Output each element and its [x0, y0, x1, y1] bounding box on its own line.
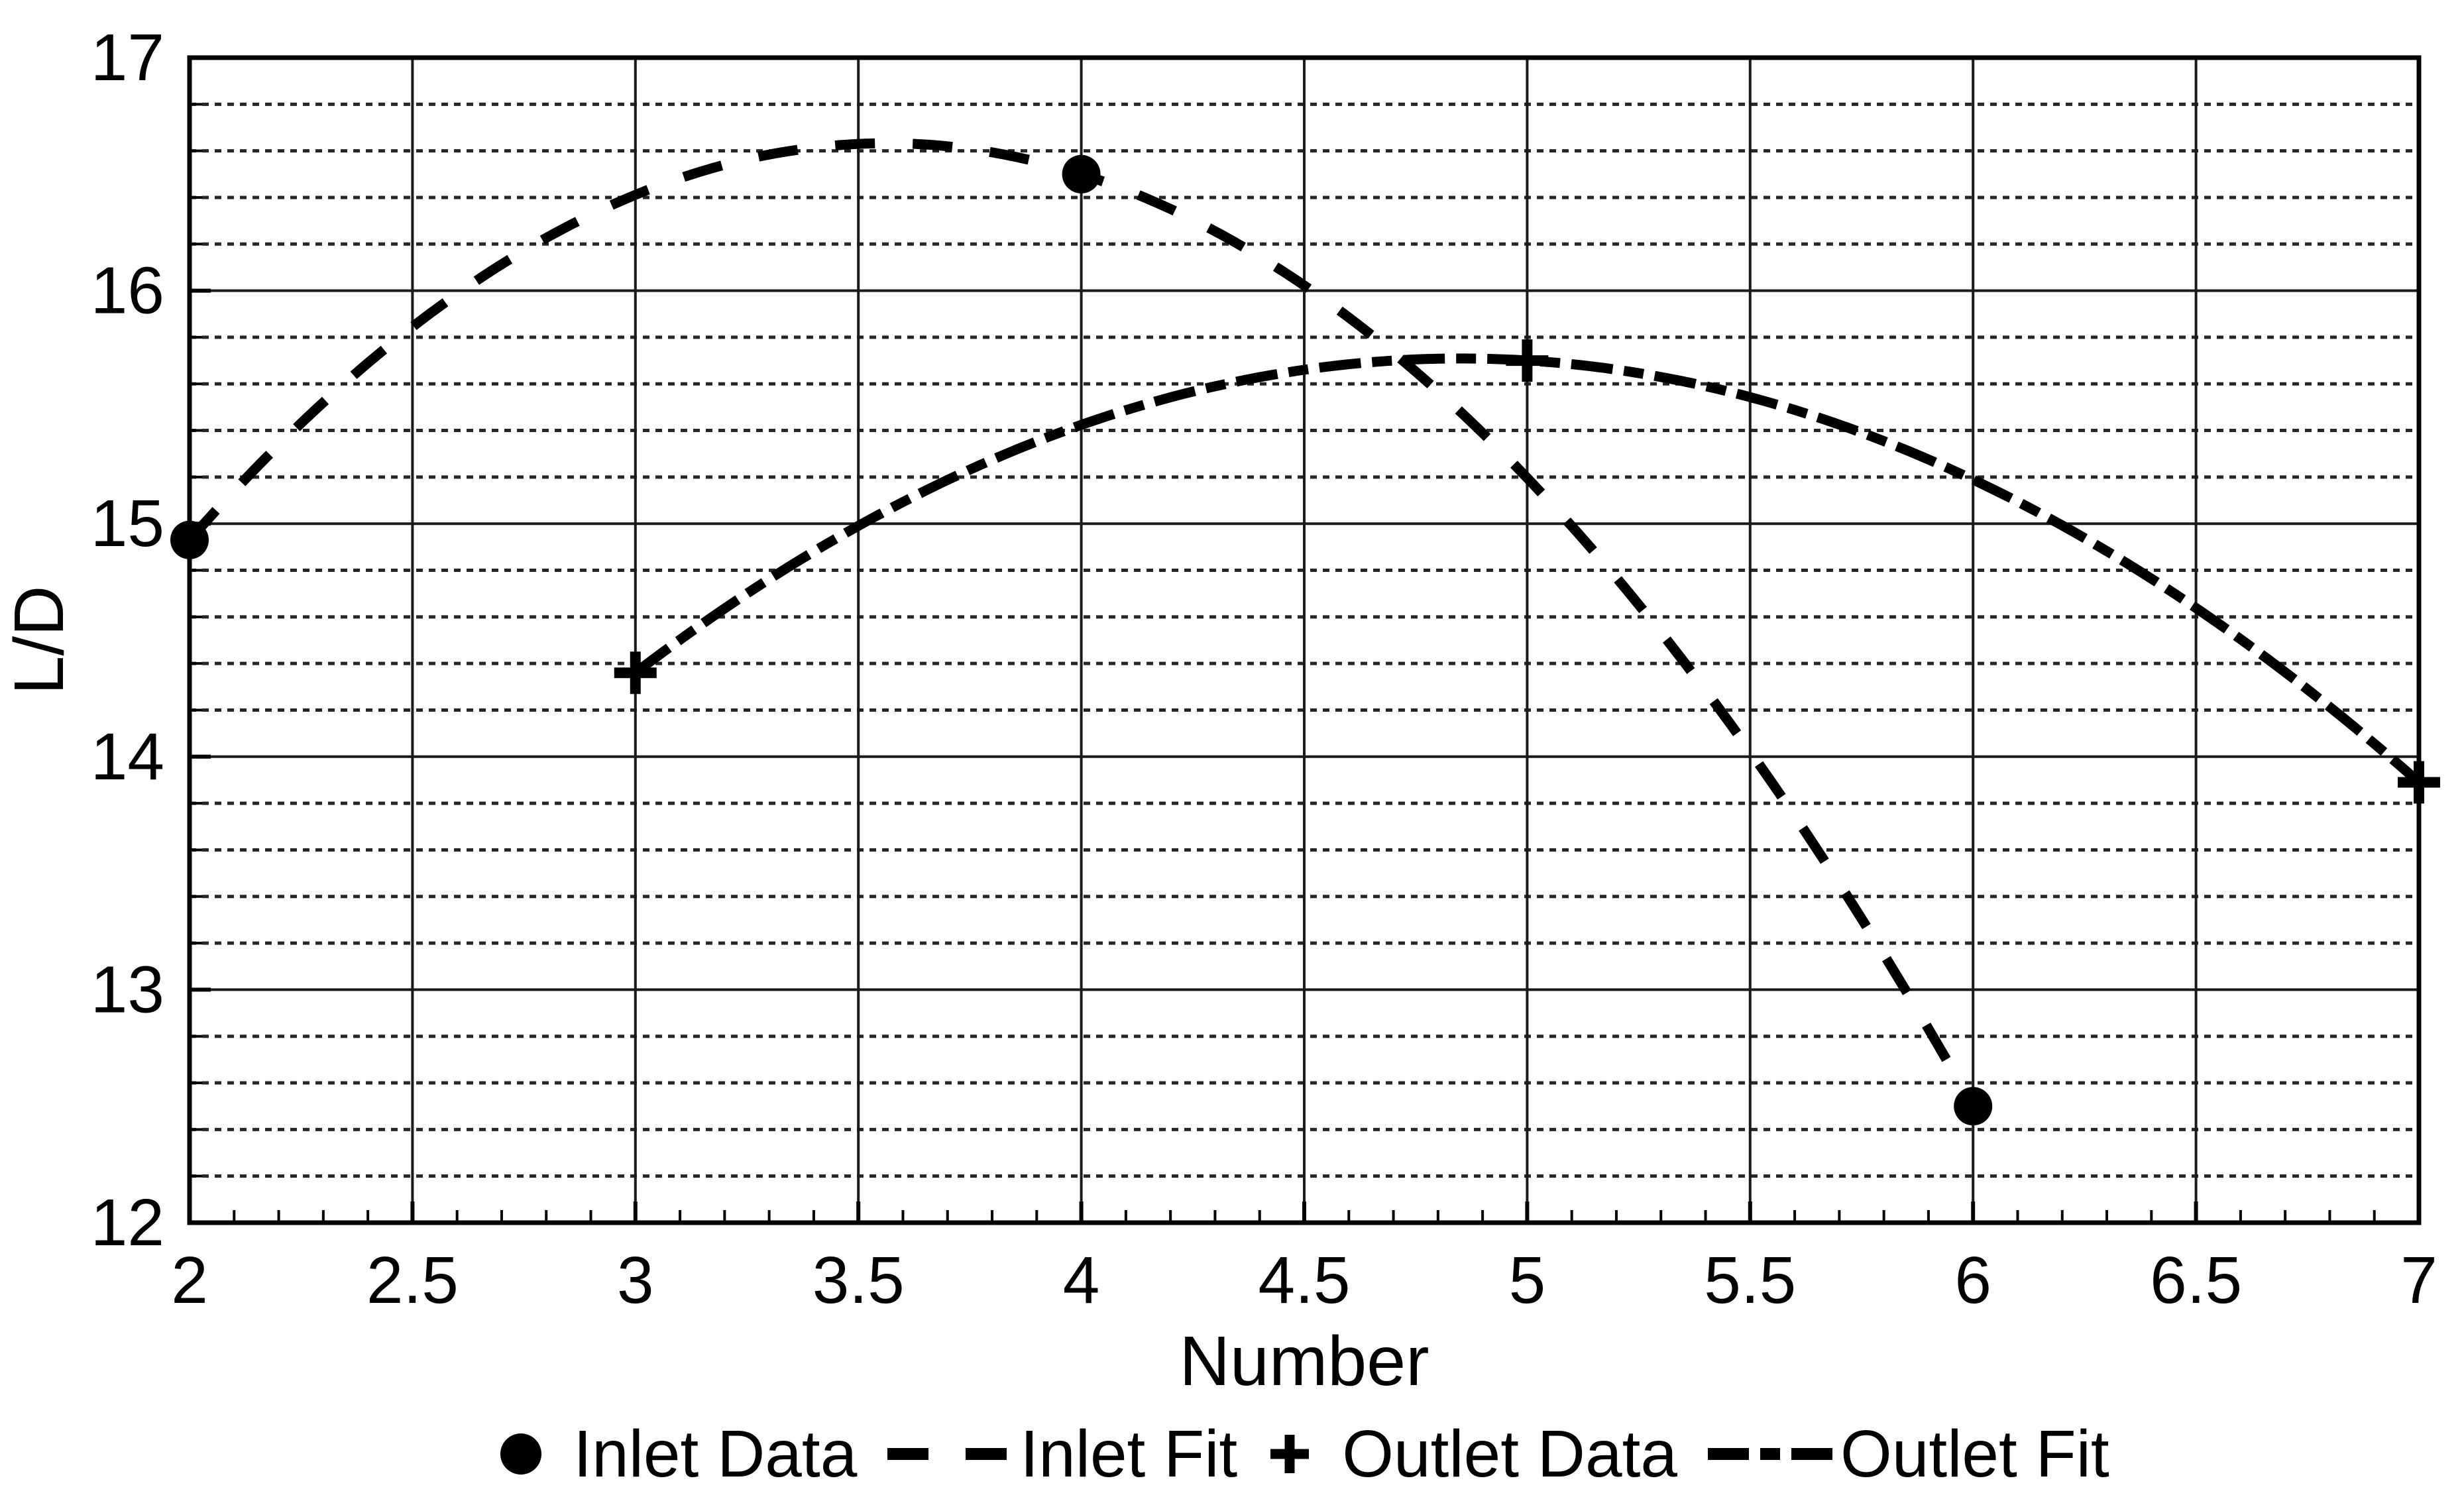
- y-tick-label: 12: [91, 1186, 164, 1260]
- x-tick-label: 2: [171, 1243, 208, 1317]
- x-tick-label: 3: [617, 1243, 654, 1317]
- axes-box: [187, 55, 2422, 1225]
- x-tick-label: 3.5: [812, 1243, 905, 1317]
- legend: Inlet Data Inlet Fit Outlet Data Outlet Fit: [190, 1408, 2419, 1500]
- legend-item-outlet-fit: Outlet Fit: [1708, 1416, 2109, 1492]
- inlet-data-marker: [1062, 154, 1101, 194]
- y-tick-label: 16: [91, 254, 164, 328]
- dashdot-line-icon: [1708, 1446, 1834, 1462]
- x-tick-label: 7: [2400, 1243, 2437, 1317]
- x-tick-label: 5.5: [1704, 1243, 1796, 1317]
- y-tick-label: 13: [91, 952, 164, 1027]
- dashed-line-icon: [887, 1446, 1014, 1462]
- y-tick-label: 14: [91, 720, 164, 794]
- legend-label: Inlet Fit: [1020, 1416, 1238, 1491]
- legend-label: Outlet Data: [1342, 1416, 1678, 1491]
- legend-item-inlet-data: Inlet Data: [499, 1416, 857, 1492]
- legend-label: Inlet Data: [573, 1416, 858, 1491]
- legend-item-inlet-fit: Inlet Fit: [887, 1416, 1237, 1492]
- legend-label: Outlet Fit: [1840, 1416, 2109, 1491]
- x-tick-label: 6.5: [2150, 1243, 2242, 1317]
- filled-circle-icon: [499, 1432, 543, 1476]
- legend-item-outlet-data: Outlet Data: [1268, 1416, 1677, 1492]
- outlet-data-marker: [1506, 339, 1549, 382]
- x-tick-label: 6: [1954, 1243, 1991, 1317]
- outlet-data-marker: [2398, 761, 2440, 804]
- inlet-data-marker: [170, 520, 209, 559]
- y-tick-label: 15: [91, 486, 164, 561]
- outlet-data-marker: [614, 651, 657, 695]
- y-axis-label: L/D: [0, 586, 78, 695]
- x-tick-label: 4.5: [1258, 1243, 1350, 1317]
- x-tick-label: 2.5: [366, 1243, 459, 1317]
- y-tick-label: 17: [91, 21, 164, 95]
- plot-area: 2 2.5 3 3.5 4 4.5 5 5.5 6 6.5 7 12 13 14 15 16 17: [91, 21, 2440, 1317]
- x-tick-label: 4: [1063, 1243, 1100, 1317]
- plus-icon: [1268, 1432, 1312, 1476]
- x-axis-label: Number: [1179, 1322, 1429, 1400]
- x-tick-label: 5: [1509, 1243, 1546, 1317]
- inlet-data-marker: [1954, 1087, 1993, 1126]
